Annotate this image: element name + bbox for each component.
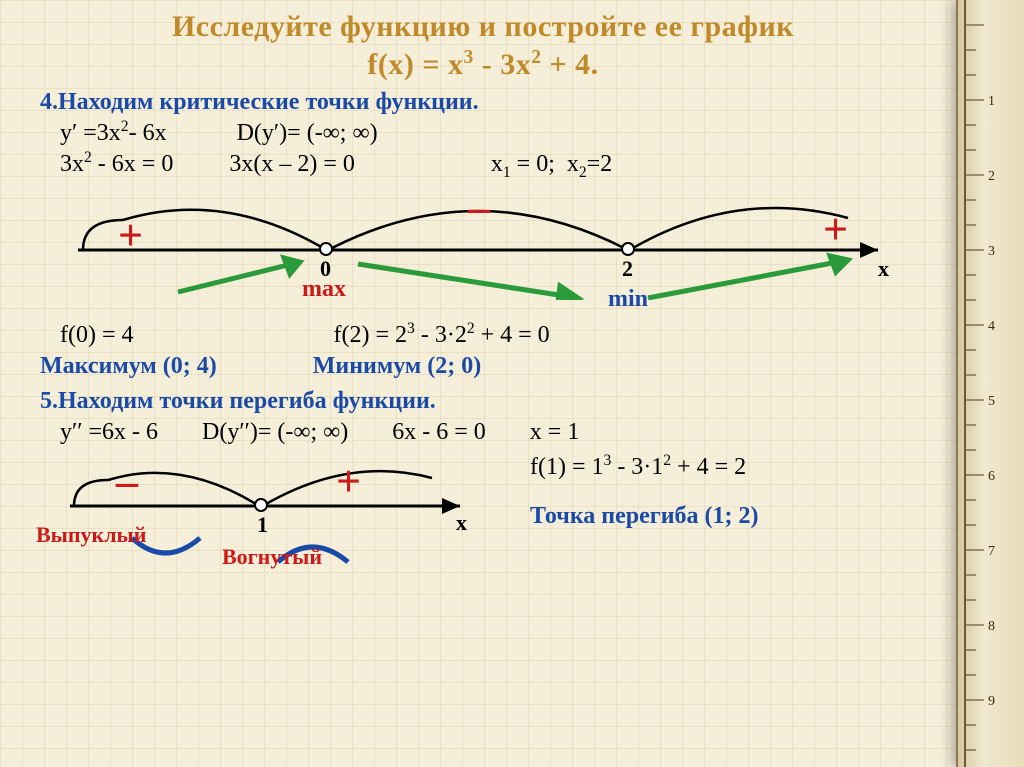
min-label: min: [608, 286, 648, 313]
svg-text:6: 6: [988, 469, 995, 484]
second-deriv-domain: D(y′′)= (-∞; ∞): [202, 419, 348, 446]
page-title: Исследуйте функцию и постройте ее график…: [40, 8, 926, 83]
content-stage: Исследуйте функцию и постройте ее график…: [10, 0, 956, 767]
pt-label-1: 1: [257, 512, 268, 538]
f-at-1: f(1) = 13 - 3·12 + 4 = 2: [530, 454, 759, 481]
second-deriv: y′′ =6x - 6: [60, 419, 158, 446]
step5-heading: 5.Находим точки перегиба функции.: [40, 388, 926, 415]
step4-row2: 3x2 - 6x = 0 3x(x – 2) = 0 x1 = 0; x2=2: [60, 151, 926, 178]
sign-minus: –: [468, 182, 490, 233]
sign-plus-right: +: [823, 204, 848, 255]
convex-label: Выпуклый: [36, 522, 146, 548]
sign-plus-left: +: [118, 210, 143, 261]
eq1: 3x2 - 6x = 0: [60, 151, 173, 178]
ruler-ticks-icon: 1 2 3 4 5 6 7 8 9: [966, 0, 1024, 767]
title-line1: Исследуйте функцию и постройте ее график: [172, 10, 794, 43]
derivative-domain: D(y′)= (-∞; ∞): [237, 120, 378, 147]
step5-row1: y′′ =6x - 6 D(y′′)= (-∞; ∞) 6x - 6 = 0 x…: [60, 419, 926, 446]
minimum-point: Минимум (2; 0): [313, 353, 482, 380]
svg-text:5: 5: [988, 394, 995, 409]
svg-text:9: 9: [988, 694, 995, 709]
sign-diagram-2: – + 1 x Выпуклый Вогнутый: [60, 452, 500, 542]
f-at-2: f(2) = 23 - 3·22 + 4 = 0: [334, 322, 550, 349]
svg-text:4: 4: [988, 319, 995, 334]
maximum-point: Максимум (0; 4): [40, 353, 217, 380]
critical-point-0: [319, 242, 333, 256]
svg-text:2: 2: [988, 169, 995, 184]
inflection-values: f(1) = 13 - 3·12 + 4 = 2 Точка перегиба …: [530, 448, 759, 530]
inflection-point-text: Точка перегиба (1; 2): [530, 503, 759, 530]
step4-heading: 4.Находим критические точки функции.: [40, 89, 926, 116]
inflection-point: [254, 498, 268, 512]
svg-text:8: 8: [988, 619, 995, 634]
eq2: 3x(x – 2) = 0: [229, 151, 355, 178]
concave-label: Вогнутый: [222, 544, 322, 570]
critical-point-2: [621, 242, 635, 256]
inflection-x: x = 1: [530, 419, 580, 446]
x-axis-label: x: [878, 256, 889, 282]
x-axis-label-2: x: [456, 510, 467, 536]
sign-diagram-1: + – + 0 2 x max min: [48, 180, 918, 300]
svg-text:1: 1: [988, 94, 995, 109]
derivative-expr: y′ =3x2- 6x: [60, 120, 167, 147]
svg-text:3: 3: [988, 244, 995, 259]
second-deriv-eq: 6x - 6 = 0: [392, 419, 486, 446]
pt-label-2: 2: [622, 256, 633, 282]
f-at-0: f(0) = 4: [60, 322, 134, 349]
step4-row1: y′ =3x2- 6x D(y′)= (-∞; ∞): [60, 120, 926, 147]
convexity-row: – + 1 x Выпуклый Вогнутый f(1) = 13 - 3·…: [40, 448, 926, 542]
max-label: max: [302, 276, 346, 303]
roots: x1 = 0; x2=2: [491, 151, 612, 178]
ruler-decoration: 1 2 3 4 5 6 7 8 9: [956, 0, 1024, 767]
title-line2: f(x) = x3 - 3x2 + 4.: [367, 48, 598, 81]
extrema-named: Максимум (0; 4) Минимум (2; 0): [40, 353, 926, 380]
extrema-values: f(0) = 4 f(2) = 23 - 3·22 + 4 = 0: [60, 322, 926, 349]
sign2-plus: +: [336, 456, 361, 507]
sign2-minus: –: [116, 456, 138, 507]
svg-text:7: 7: [988, 544, 995, 559]
